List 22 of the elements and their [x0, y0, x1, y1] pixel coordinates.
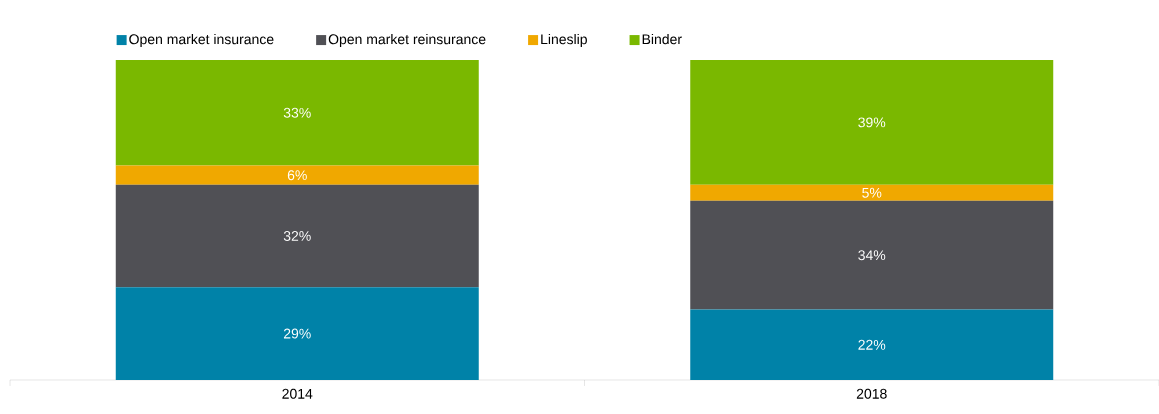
bar	[115, 59, 479, 166]
x-tick-label: 2014	[282, 388, 313, 399]
bar	[690, 184, 1054, 201]
data-label: 22%	[858, 339, 886, 350]
bar	[115, 184, 479, 288]
data-label: 34%	[858, 250, 886, 261]
data-label: 32%	[283, 231, 311, 241]
bar	[690, 59, 1054, 185]
data-label: 29%	[283, 328, 311, 339]
bar	[115, 165, 479, 185]
bar	[115, 287, 479, 380]
legend-label: Binder	[642, 33, 682, 45]
legend-label: Open market insurance	[129, 33, 274, 47]
legend-label: Open market reinsurance	[328, 33, 486, 47]
x-tick-label: 2018	[856, 388, 887, 399]
data-label: 39%	[858, 117, 886, 128]
legend-label: Lineslip	[541, 33, 587, 47]
data-label: 5%	[862, 187, 882, 198]
bar	[690, 200, 1054, 310]
data-label: 6%	[287, 170, 307, 181]
bar	[690, 309, 1054, 380]
data-label: 33%	[283, 107, 311, 118]
